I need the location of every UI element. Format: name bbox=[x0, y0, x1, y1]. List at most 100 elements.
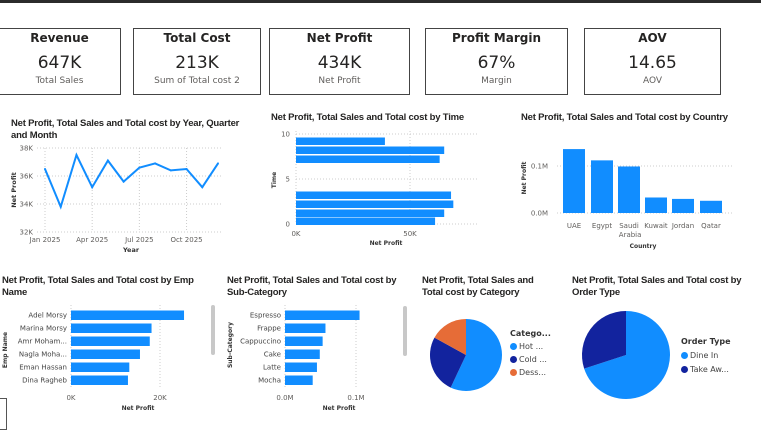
bar-mocha bbox=[285, 375, 313, 385]
y-axis-label: Time bbox=[271, 172, 278, 188]
y-tick-label: Cake bbox=[264, 351, 281, 359]
x-tick-label: Egypt bbox=[592, 222, 612, 230]
legend-dot-icon bbox=[510, 343, 517, 350]
legend-dot-icon bbox=[681, 352, 688, 359]
legend-label: Cold ... bbox=[519, 355, 547, 364]
bar-adel-morsy bbox=[71, 310, 185, 320]
y-tick-label: 10 bbox=[281, 131, 290, 139]
data-point bbox=[75, 154, 78, 156]
legend-item-dine-in[interactable]: Dine In bbox=[681, 349, 731, 363]
x-tick-label: Jan 2025 bbox=[29, 236, 61, 244]
legend-item-cold[interactable]: Cold ... bbox=[510, 353, 551, 366]
x-tick-label: UAE bbox=[567, 222, 581, 230]
chart-title-time: Net Profit, Total Sales and Total cost b… bbox=[271, 112, 464, 123]
x-tick-label: 0.0M bbox=[276, 394, 293, 402]
x-axis-label: Year bbox=[122, 246, 140, 254]
chart-title-emp: Net Profit, Total Sales and Total cost b… bbox=[2, 275, 194, 298]
card-subtitle: AOV bbox=[642, 76, 663, 86]
chart-title-subcategory: Net Profit, Total Sales and Total cost b… bbox=[227, 275, 397, 298]
data-point bbox=[106, 159, 109, 162]
y-tick-label: 0.0M bbox=[531, 210, 548, 218]
data-point bbox=[201, 186, 204, 189]
bar-hour-3 bbox=[296, 191, 452, 199]
bar-amr-moham- bbox=[71, 336, 150, 346]
bar-saudi-arabia bbox=[618, 166, 640, 213]
pie-slice-hot bbox=[450, 319, 503, 391]
card-value: 67% bbox=[477, 53, 516, 73]
bar-kuwait bbox=[645, 197, 667, 213]
y-tick-label: 0 bbox=[286, 221, 290, 229]
card-value: 647K bbox=[37, 53, 82, 73]
emp-chart-scrollbar[interactable] bbox=[211, 305, 215, 355]
legend-title: Catego... bbox=[510, 329, 551, 338]
legend-dot-icon bbox=[510, 356, 517, 363]
y-tick-label: Cappuccino bbox=[240, 338, 281, 346]
chart-title-category: Net Profit, Total Sales and Total cost b… bbox=[422, 275, 534, 298]
window-top-bar bbox=[0, 0, 761, 3]
bar-hour-1 bbox=[296, 209, 445, 217]
x-axis-label: Net Profit bbox=[323, 405, 356, 412]
card-subtitle: Sum of Total cost 2 bbox=[154, 76, 240, 86]
legend-dot-icon bbox=[510, 369, 517, 376]
pie-slice-cold bbox=[430, 337, 466, 388]
x-tick-label: Jordan bbox=[671, 222, 694, 230]
y-tick-label: Eman Hassan bbox=[19, 364, 67, 372]
x-tick-label: 20K bbox=[153, 394, 167, 402]
legend-title: Order Type bbox=[681, 337, 731, 346]
y-tick-label: Espresso bbox=[250, 312, 281, 320]
data-point bbox=[138, 166, 141, 169]
kpi-card-profit-margin[interactable]: Profit Margin 67% Margin bbox=[425, 28, 568, 95]
data-point bbox=[154, 162, 157, 165]
subcategory-chart-scrollbar[interactable] bbox=[403, 306, 407, 356]
legend-item-hot[interactable]: Hot ... bbox=[510, 340, 551, 353]
legend-item-take-away[interactable]: Take Aw... bbox=[681, 363, 731, 377]
y-axis-label: Emp Name bbox=[2, 332, 9, 368]
x-axis-label: Net Profit bbox=[122, 405, 155, 412]
y-tick-label: Amr Moham... bbox=[18, 338, 67, 346]
x-tick-label: Apr 2025 bbox=[76, 236, 108, 244]
bar-cappuccino bbox=[285, 336, 323, 346]
x-tick-label: Saudi Arabia bbox=[617, 222, 642, 239]
pie-slice-dine-in bbox=[584, 311, 671, 400]
legend-label: Dine In bbox=[690, 351, 719, 360]
legend-label: Hot ... bbox=[519, 342, 544, 351]
x-tick-label: 0.1M bbox=[347, 394, 364, 402]
kpi-card-aov[interactable]: AOV 14.65 AOV bbox=[584, 28, 721, 95]
pie-slice-dess bbox=[434, 319, 466, 355]
y-axis-label: Sub-Category bbox=[227, 322, 234, 368]
y-axis-label: Net Profit bbox=[10, 172, 18, 208]
x-tick-label: Oct 2025 bbox=[170, 236, 202, 244]
y-tick-label: Latte bbox=[263, 364, 281, 372]
bar-eman-hassan bbox=[71, 362, 130, 372]
kpi-card-revenue[interactable]: Revenue 647K Total Sales bbox=[0, 28, 121, 95]
y-tick-label: Dina Ragheb bbox=[22, 377, 67, 385]
card-subtitle: Total Sales bbox=[35, 76, 84, 86]
bar-hour-2 bbox=[296, 200, 454, 208]
legend-item-dessert[interactable]: Dess... bbox=[510, 366, 551, 379]
chart-title-order-type: Net Profit, Total Sales and Total cost b… bbox=[572, 275, 742, 298]
legend-label: Take Aw... bbox=[690, 365, 729, 374]
x-tick-label: Kuwait bbox=[644, 222, 668, 230]
kpi-card-total-cost[interactable]: Total Cost 213K Sum of Total cost 2 bbox=[133, 28, 261, 95]
y-tick-label: 0.1M bbox=[531, 163, 548, 171]
bar-dina-ragheb bbox=[71, 375, 128, 385]
x-axis-label: Country bbox=[630, 243, 657, 250]
bar-hour-8 bbox=[296, 146, 445, 154]
card-title: Net Profit bbox=[306, 31, 373, 45]
bar-hour-0 bbox=[296, 217, 436, 225]
data-point bbox=[169, 169, 172, 172]
y-tick-label: 32K bbox=[20, 229, 34, 237]
kpi-card-net-profit[interactable]: Net Profit 434K Net Profit bbox=[269, 28, 410, 95]
card-title: AOV bbox=[638, 31, 667, 45]
card-subtitle: Net Profit bbox=[318, 76, 361, 86]
card-title: Total Cost bbox=[163, 31, 231, 45]
x-axis-label: Net Profit bbox=[370, 240, 403, 247]
y-tick-label: 38K bbox=[20, 145, 34, 153]
net-profit-line bbox=[44, 152, 219, 210]
bar-qatar bbox=[700, 200, 722, 213]
y-tick-label: Marina Morsy bbox=[20, 325, 67, 333]
card-subtitle: Margin bbox=[481, 76, 512, 86]
corner-panel bbox=[0, 398, 7, 430]
legend-dot-icon bbox=[681, 366, 688, 373]
